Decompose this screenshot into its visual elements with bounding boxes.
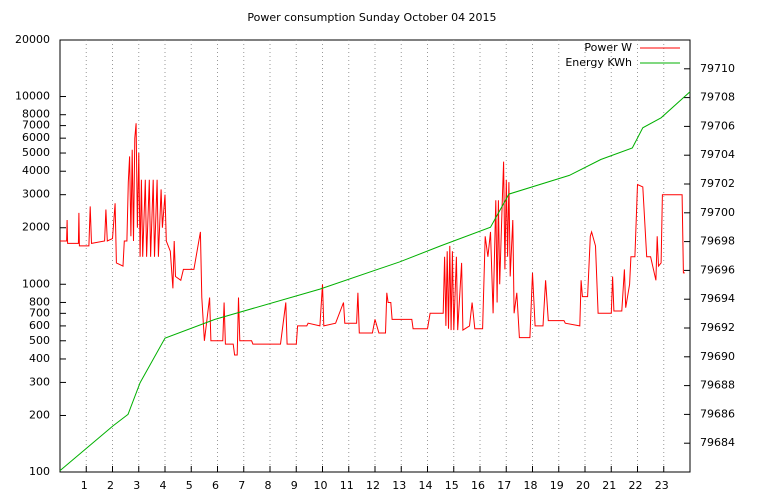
y2-tick-label: 79684 [700,436,735,449]
series-line [60,123,685,356]
legend-label: Power W [584,41,632,54]
y2-tick-label: 79688 [700,379,735,392]
x-tick-label: 4 [160,479,167,492]
y2-tick-label: 79702 [700,177,735,190]
y-tick-label: 100 [29,465,50,478]
y2-tick-label: 79690 [700,350,735,363]
x-tick-label: 22 [629,479,643,492]
x-tick-label: 9 [291,479,298,492]
legend-label: Energy KWh [565,56,632,69]
y-tick-label: 200 [29,408,50,421]
y2-tick-label: 79710 [700,62,735,75]
y2-tick-label: 79692 [700,321,735,334]
x-tick-label: 6 [212,479,219,492]
x-tick-label: 11 [340,479,354,492]
y2-tick-label: 79704 [700,148,735,161]
x-tick-label: 7 [238,479,245,492]
x-tick-label: 14 [419,479,433,492]
x-tick-label: 2 [107,479,114,492]
x-tick-label: 5 [186,479,193,492]
x-tick-label: 21 [602,479,616,492]
y2-tick-label: 79700 [700,206,735,219]
y-tick-label: 6000 [22,131,50,144]
y-tick-label: 8000 [22,108,50,121]
y-tick-label: 20000 [15,33,50,46]
y-tick-label: 5000 [22,146,50,159]
x-tick-label: 17 [497,479,511,492]
chart-title: Power consumption Sunday October 04 2015 [247,11,496,24]
y2-tick-label: 79696 [700,263,735,276]
y-tick-label: 400 [29,352,50,365]
y-tick-label: 10000 [15,90,50,103]
x-tick-label: 13 [392,479,406,492]
series-line [59,91,691,471]
x-tick-label: 3 [133,479,140,492]
x-tick-label: 12 [366,479,380,492]
x-tick-label: 1 [81,479,88,492]
x-tick-label: 20 [576,479,590,492]
y-tick-label: 500 [29,334,50,347]
x-tick-label: 16 [471,479,485,492]
y-tick-label: 2000 [22,221,50,234]
y2-tick-label: 79686 [700,407,735,420]
y2-tick-label: 79708 [700,91,735,104]
x-tick-label: 10 [314,479,328,492]
y-tick-label: 800 [29,295,50,308]
y-tick-label: 600 [29,319,50,332]
y2-tick-label: 79698 [700,235,735,248]
x-tick-label: 8 [265,479,272,492]
x-tick-label: 15 [445,479,459,492]
x-tick-label: 18 [524,479,538,492]
x-tick-label: 19 [550,479,564,492]
y-tick-label: 7000 [22,119,50,132]
y-tick-label: 4000 [22,164,50,177]
y-tick-label: 3000 [22,188,50,201]
y2-tick-label: 79706 [700,119,735,132]
y-tick-label: 700 [29,306,50,319]
y2-tick-label: 79694 [700,292,735,305]
x-tick-label: 23 [655,479,669,492]
y-tick-label: 1000 [22,277,50,290]
y-tick-label: 300 [29,375,50,388]
